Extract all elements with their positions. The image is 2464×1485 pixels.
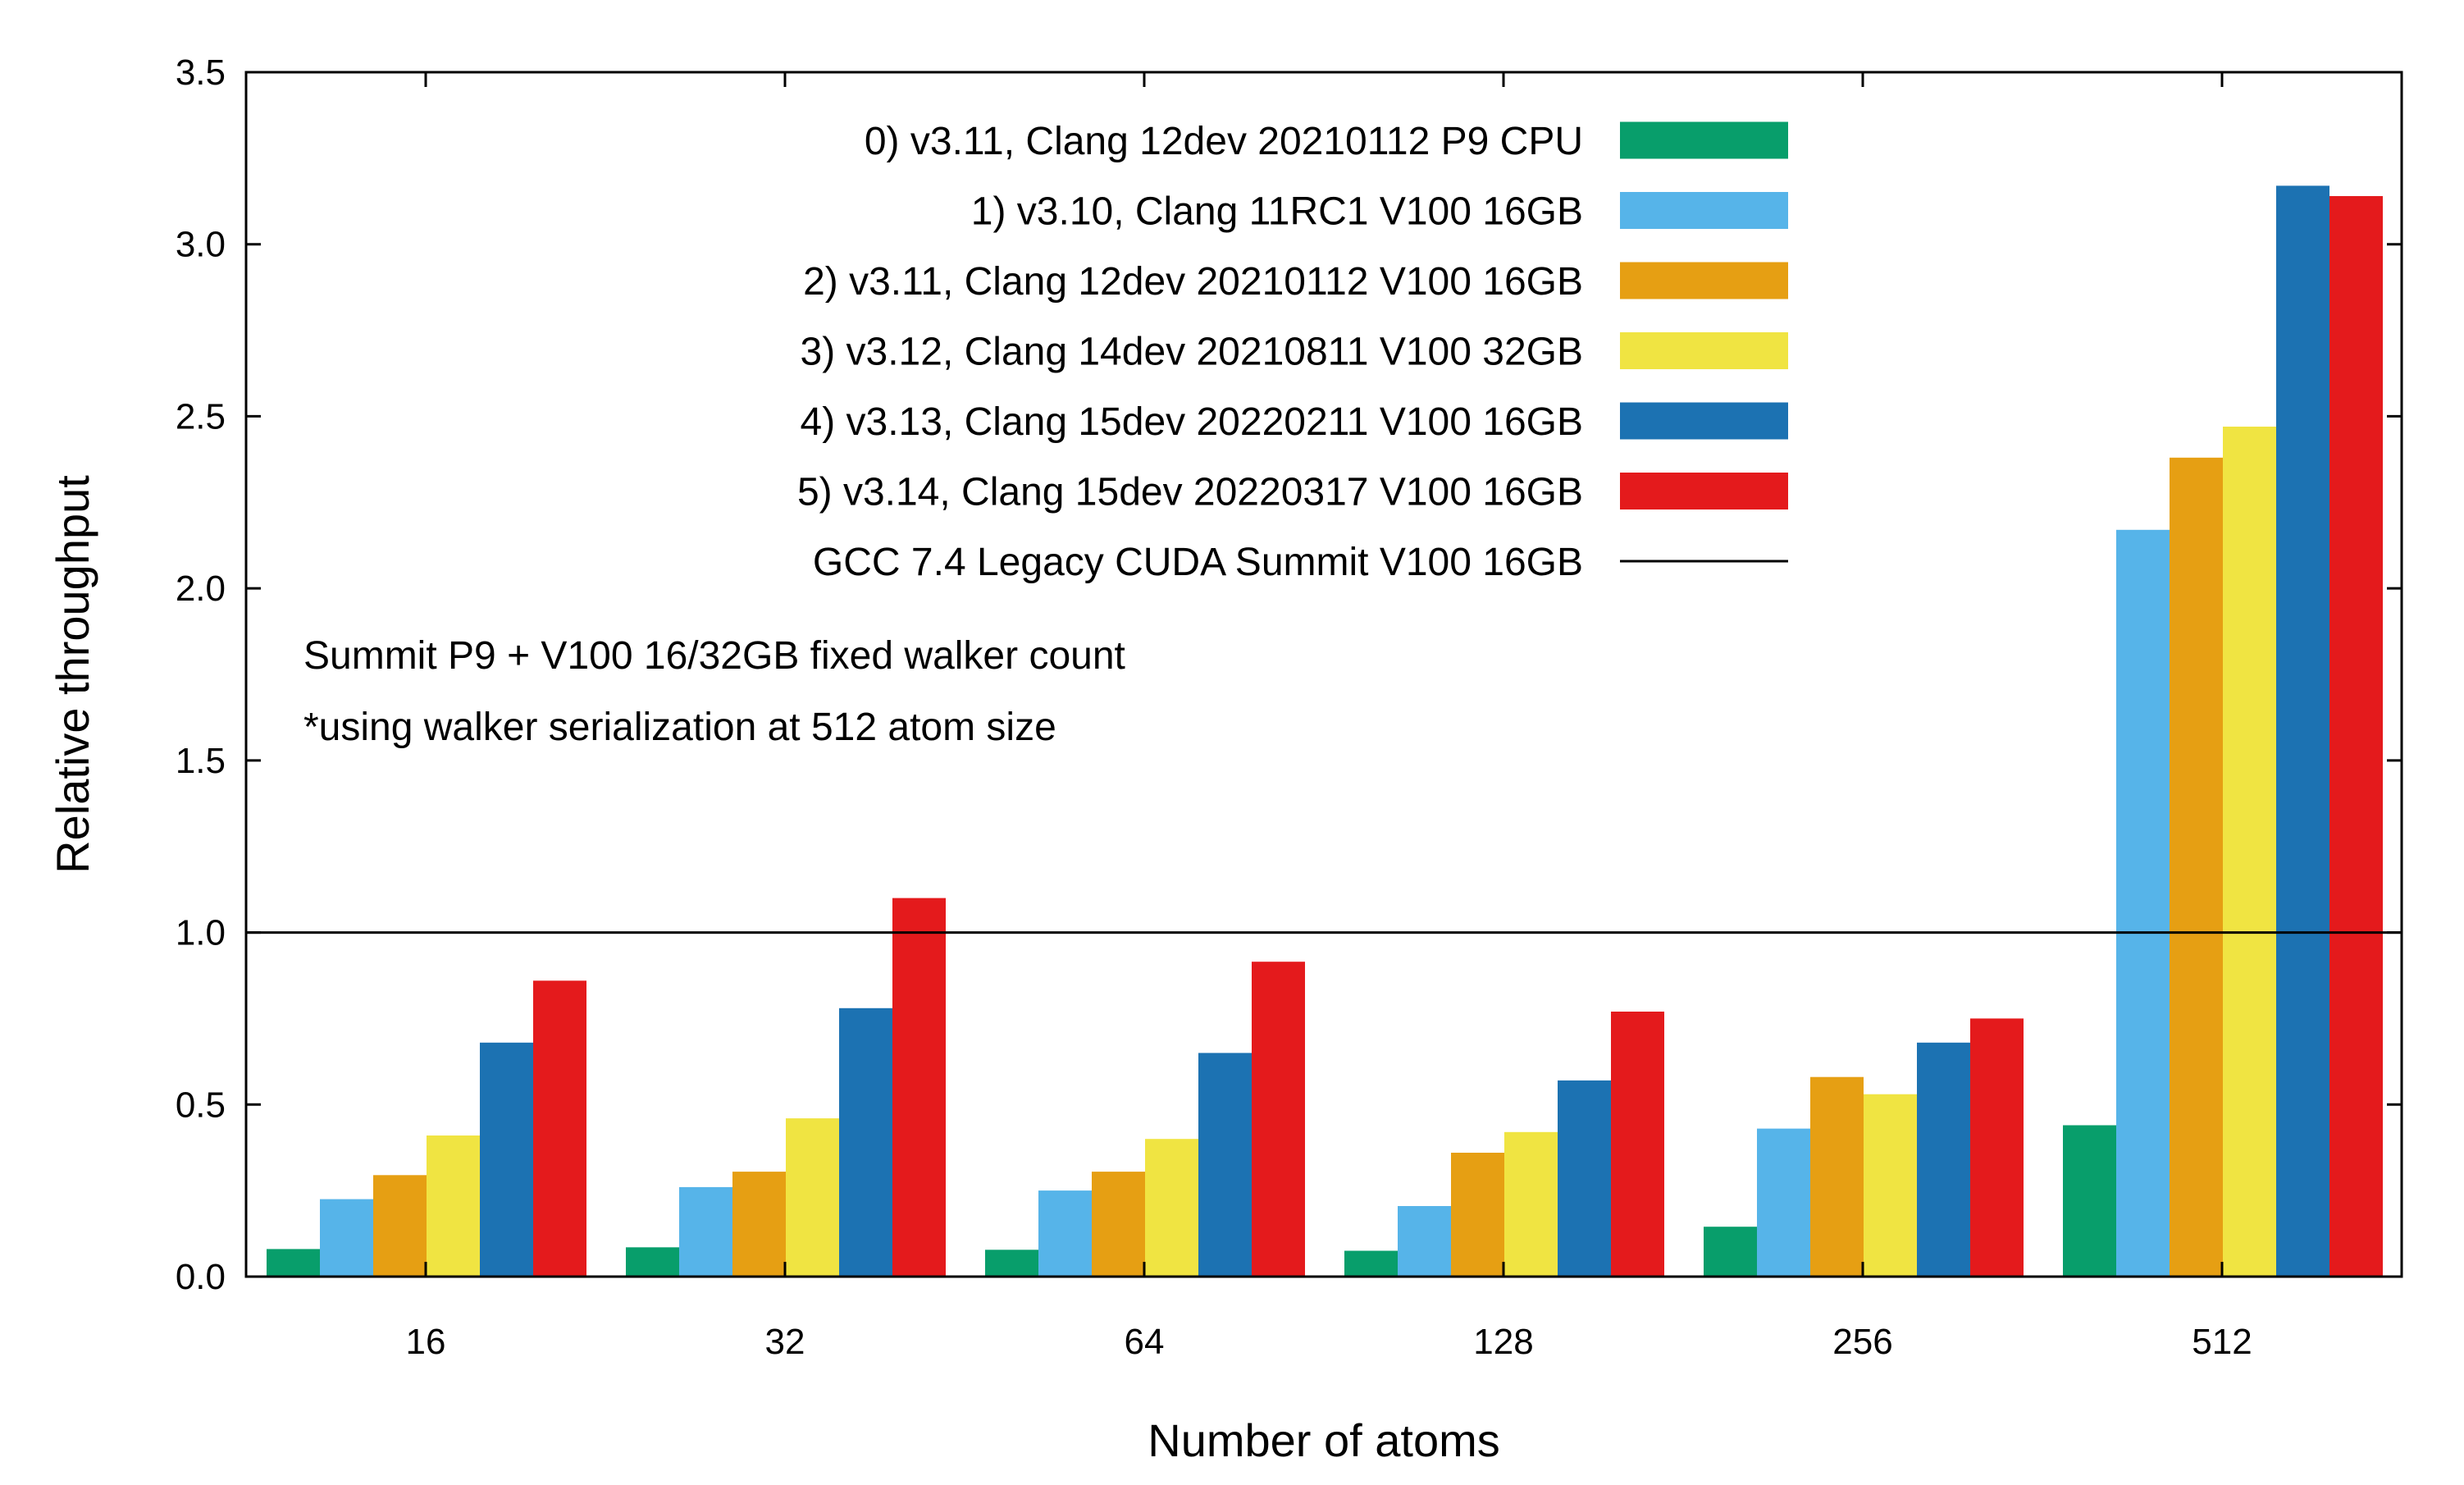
y-tick-label: 2.5 bbox=[176, 396, 226, 436]
bar-series-5-cat-512 bbox=[2329, 196, 2383, 1277]
bar-series-5-cat-256 bbox=[1970, 1018, 2024, 1277]
bar-series-5-cat-32 bbox=[892, 898, 946, 1277]
bar-series-0-cat-32 bbox=[626, 1247, 679, 1277]
legend-swatch bbox=[1620, 402, 1788, 440]
bar-series-0-cat-128 bbox=[1344, 1250, 1398, 1277]
ticks-group: 0.0 0.5 1.0 1.5 2.0 2.5 3.0 3.5 16 32 64 128 256 512 bbox=[176, 53, 2402, 1362]
legend-label: 5) v3.14, Clang 15dev 20220317 V100 16GB bbox=[797, 471, 1583, 514]
bar-series-0-cat-64 bbox=[985, 1250, 1038, 1277]
bar-series-2-cat-128 bbox=[1451, 1153, 1504, 1277]
bar-series-3-cat-128 bbox=[1504, 1131, 1558, 1277]
bar-series-0-cat-512 bbox=[2063, 1125, 2116, 1277]
bar-series-3-cat-16 bbox=[427, 1135, 480, 1277]
x-axis-title: Number of atoms bbox=[1148, 1414, 1500, 1466]
bar-series-0-cat-16 bbox=[267, 1249, 320, 1277]
legend-swatch bbox=[1620, 262, 1788, 299]
annotation-serialization-note: *using walker serialization at 512 atom … bbox=[303, 706, 1056, 749]
plot-frame bbox=[244, 71, 2403, 1278]
legend-label: 1) v3.10, Clang 11RC1 V100 16GB bbox=[971, 190, 1583, 234]
bar-series-3-cat-512 bbox=[2223, 427, 2276, 1277]
annotation-walker-count: Summit P9 + V100 16/32GB fixed walker co… bbox=[303, 634, 1125, 678]
bar-series-1-cat-16 bbox=[320, 1199, 373, 1277]
bar-series-3-cat-64 bbox=[1145, 1139, 1198, 1277]
x-tick-label: 256 bbox=[1832, 1322, 1892, 1362]
bar-series-1-cat-64 bbox=[1038, 1190, 1092, 1277]
bar-series-1-cat-256 bbox=[1757, 1128, 1810, 1277]
x-tick-label: 16 bbox=[406, 1322, 446, 1362]
bar-series-2-cat-512 bbox=[2170, 457, 2223, 1277]
legend-label: 0) v3.11, Clang 12dev 20210112 P9 CPU bbox=[865, 120, 1583, 163]
bar-series-3-cat-256 bbox=[1864, 1094, 1917, 1277]
bar-series-1-cat-32 bbox=[679, 1186, 732, 1277]
y-tick-label: 0.0 bbox=[176, 1257, 226, 1297]
x-tick-label: 128 bbox=[1473, 1322, 1533, 1362]
legend-label: 3) v3.12, Clang 14dev 20210811 V100 32GB bbox=[801, 331, 1584, 374]
y-tick-label: 1.0 bbox=[176, 913, 226, 953]
bar-series-2-cat-256 bbox=[1810, 1076, 1864, 1277]
bar-series-2-cat-16 bbox=[373, 1175, 427, 1277]
x-tick-label: 512 bbox=[2192, 1322, 2252, 1362]
bar-series-5-cat-128 bbox=[1611, 1012, 1664, 1277]
x-tick-label: 32 bbox=[765, 1322, 805, 1362]
bar-series-1-cat-128 bbox=[1398, 1206, 1451, 1277]
legend-swatch bbox=[1620, 332, 1788, 369]
legend-label: 4) v3.13, Clang 15dev 20220211 V100 16GB bbox=[801, 400, 1584, 444]
bar-series-4-cat-512 bbox=[2276, 185, 2329, 1277]
legend-swatch bbox=[1620, 121, 1788, 159]
bar-series-5-cat-16 bbox=[533, 980, 586, 1277]
legend: 0) v3.11, Clang 12dev 20210112 P9 CPU 1) … bbox=[797, 120, 1788, 584]
bar-series-4-cat-256 bbox=[1917, 1042, 1970, 1277]
bar-series-4-cat-32 bbox=[839, 1008, 892, 1277]
y-axis-title: Relative throughput bbox=[47, 475, 98, 874]
bar-series-1-cat-512 bbox=[2116, 529, 2170, 1277]
bar-series-4-cat-16 bbox=[480, 1042, 533, 1277]
y-tick-label: 3.0 bbox=[176, 225, 226, 265]
bar-series-2-cat-32 bbox=[732, 1172, 786, 1277]
bar-series-5-cat-64 bbox=[1252, 962, 1305, 1277]
bar-series-3-cat-32 bbox=[786, 1118, 839, 1277]
x-tick-label: 64 bbox=[1125, 1322, 1165, 1362]
legend-swatch bbox=[1620, 473, 1788, 509]
y-tick-label: 0.5 bbox=[176, 1085, 226, 1125]
y-tick-label: 1.5 bbox=[176, 741, 226, 781]
legend-label-reference: GCC 7.4 Legacy CUDA Summit V100 16GB bbox=[813, 541, 1583, 584]
legend-label: 2) v3.11, Clang 12dev 20210112 V100 16GB bbox=[803, 260, 1583, 304]
y-tick-label: 2.0 bbox=[176, 569, 226, 609]
bars-group bbox=[267, 185, 2383, 1277]
bar-series-4-cat-64 bbox=[1198, 1053, 1252, 1277]
bar-series-4-cat-128 bbox=[1558, 1080, 1611, 1277]
legend-swatch bbox=[1620, 192, 1788, 229]
bar-series-0-cat-256 bbox=[1704, 1227, 1757, 1277]
bar-series-2-cat-64 bbox=[1092, 1172, 1145, 1277]
y-tick-label: 3.5 bbox=[176, 53, 226, 93]
